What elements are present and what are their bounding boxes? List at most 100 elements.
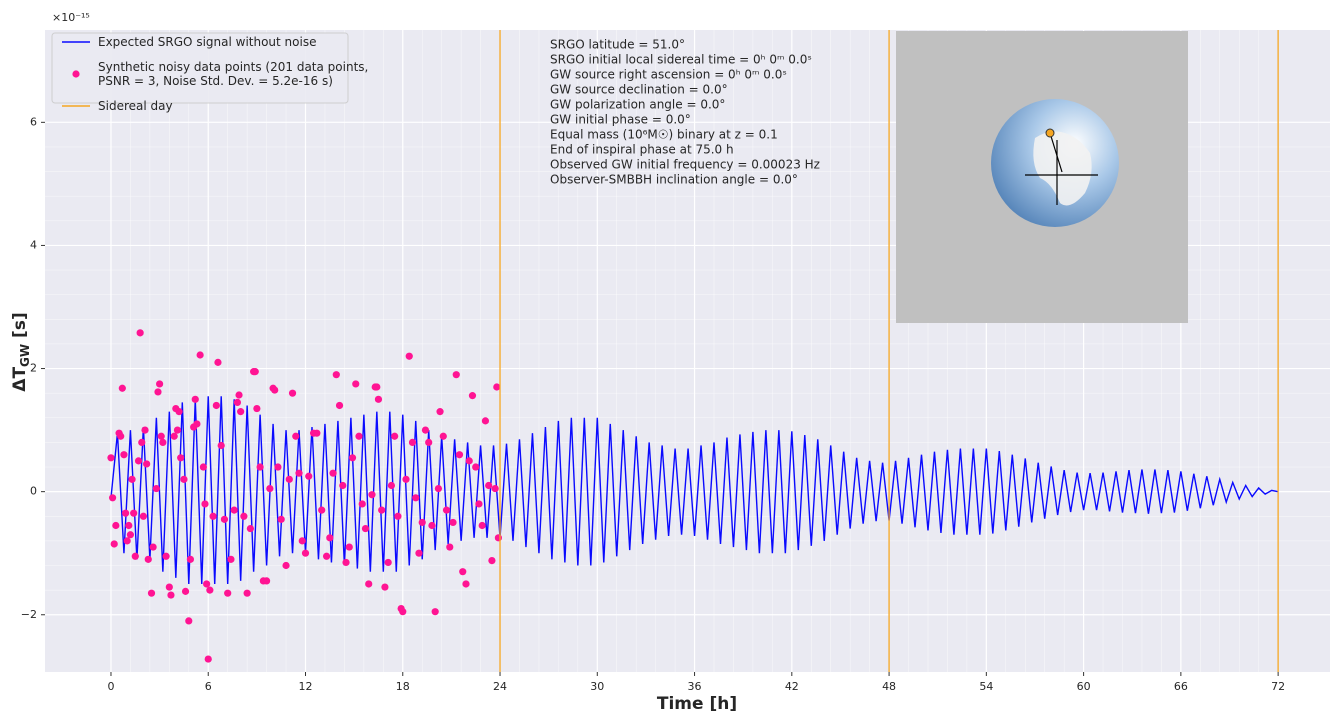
data-point [206, 586, 214, 594]
annotation: GW source right ascension = 0ʰ 0ᵐ 0.0ˢ [550, 68, 787, 82]
data-point [246, 524, 254, 533]
data-point [335, 401, 344, 410]
data-point [436, 408, 444, 416]
data-point [134, 457, 143, 465]
data-point [274, 463, 282, 471]
data-point [468, 392, 477, 400]
data-point [256, 463, 264, 471]
data-point [144, 555, 152, 563]
data-point [262, 577, 271, 585]
data-point [326, 534, 334, 542]
legend-label: Sidereal day [98, 99, 173, 113]
data-point [378, 506, 386, 514]
data-point [147, 589, 156, 597]
annotation: GW source declination = 0.0° [550, 83, 728, 97]
data-point [305, 472, 313, 480]
data-point [121, 509, 130, 517]
data-point [462, 580, 470, 588]
data-point [434, 484, 443, 493]
data-point [361, 524, 370, 533]
x-tick-label: 36 [688, 680, 702, 693]
data-point [237, 408, 245, 416]
data-point [446, 543, 454, 551]
data-point [117, 432, 125, 440]
data-point [143, 460, 151, 468]
x-tick-label: 48 [882, 680, 896, 693]
data-point [165, 583, 173, 591]
data-point [217, 441, 225, 450]
data-point [131, 552, 139, 560]
data-point [156, 380, 164, 388]
inset [896, 31, 1188, 323]
data-point [204, 655, 212, 663]
data-point [277, 515, 285, 523]
data-point [465, 457, 473, 465]
data-point [136, 329, 144, 337]
data-point [421, 426, 430, 434]
data-point [110, 540, 118, 548]
data-point [282, 561, 290, 570]
data-point [373, 383, 381, 391]
legend-symbol [72, 70, 80, 78]
data-point [186, 555, 195, 563]
data-point [266, 484, 274, 493]
data-point [130, 509, 138, 517]
x-axis-label: Time [h] [657, 694, 737, 713]
data-point [405, 352, 413, 360]
data-point [358, 500, 366, 508]
data-point [481, 417, 490, 425]
data-point [285, 475, 293, 483]
data-point [271, 386, 279, 394]
data-point [243, 589, 251, 597]
data-point [230, 506, 238, 514]
data-point [139, 512, 147, 520]
data-point [201, 500, 209, 508]
data-point [233, 398, 242, 406]
data-point [175, 408, 183, 416]
data-point [374, 395, 383, 403]
x-tick-label: 60 [1077, 680, 1091, 693]
data-point [253, 404, 261, 413]
annotation: GW initial phase = 0.0° [550, 113, 691, 127]
data-point [199, 463, 207, 471]
data-point [227, 555, 235, 563]
data-point [399, 608, 407, 616]
data-point [240, 512, 248, 520]
y-label-part: [s] [10, 312, 30, 344]
data-point [345, 543, 353, 551]
data-point [301, 549, 310, 557]
data-point [355, 432, 363, 440]
y-tick-label: −2 [21, 608, 37, 621]
data-point [318, 506, 326, 514]
data-point [313, 429, 321, 437]
y-tick-label: 2 [30, 362, 37, 375]
data-point [196, 351, 204, 359]
data-point [339, 481, 347, 490]
data-point [180, 475, 188, 483]
data-point [108, 494, 117, 502]
data-point [412, 494, 420, 502]
data-point [170, 432, 178, 440]
data-point [292, 432, 300, 440]
annotation: GW polarization angle = 0.0° [550, 98, 725, 112]
data-point [191, 395, 199, 403]
data-point [439, 432, 447, 440]
y-tick-label: 4 [30, 238, 37, 251]
data-point [149, 543, 157, 551]
y-label-part: GW [18, 344, 32, 367]
data-point [141, 426, 149, 434]
data-point [152, 484, 160, 493]
x-tick-label: 42 [785, 680, 799, 693]
legend: Expected SRGO signal without noise Synthe… [51, 32, 368, 113]
x-tick-label: 6 [205, 680, 212, 693]
x-tick-label: 24 [493, 680, 507, 693]
data-point [173, 426, 182, 434]
data-point [193, 420, 201, 428]
data-point [214, 358, 222, 366]
legend-label: Expected SRGO signal without noise [98, 35, 316, 49]
data-point [431, 608, 439, 616]
data-point [368, 491, 376, 499]
data-point [167, 591, 175, 599]
marks [107, 30, 1279, 672]
